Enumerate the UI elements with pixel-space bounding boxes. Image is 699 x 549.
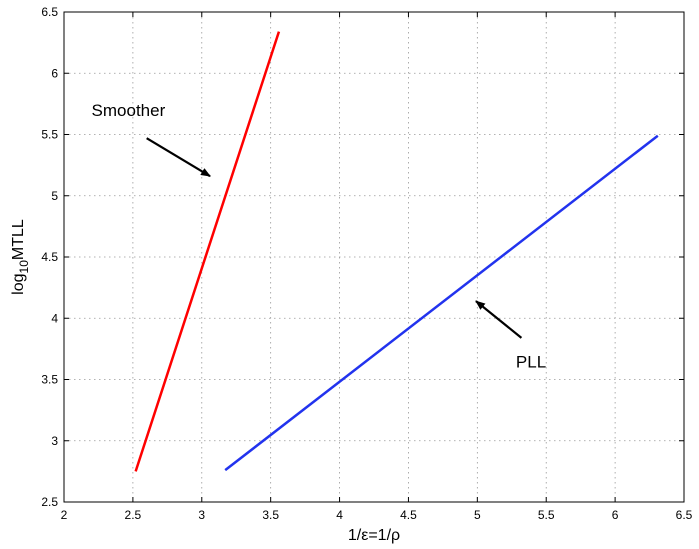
annotation-smoother-arrow [146,137,211,178]
annotations: Smoother PLL [92,101,547,371]
x-tick-label: 4 [336,508,343,522]
y-tick-label: 6.5 [41,5,58,19]
series-line-pll [224,134,659,472]
y-axis-label: log10MTLL [10,219,31,295]
series-line-smoother [134,31,281,472]
x-tick-label: 6.5 [676,508,693,522]
x-tick-label: 4.5 [400,508,417,522]
y-tick-label: 5.5 [41,128,58,142]
x-tick-label: 3 [198,508,205,522]
y-axis-label-main: log [10,273,27,294]
y-axis-label-rest: MTLL [10,219,27,260]
x-tick-label: 3.5 [262,508,279,522]
x-tick-label: 2.5 [125,508,142,522]
y-tick-label: 4 [51,311,58,325]
y-tick-label: 3 [51,434,58,448]
x-tick-label: 5 [474,508,481,522]
annotation-pll-arrow [475,300,523,339]
series [134,31,659,472]
x-axis-label: 1/ε=1/ρ [348,527,400,544]
y-tick-label: 3.5 [41,373,58,387]
annotation-pll-label: PLL [516,352,546,371]
annotation-smoother-label: Smoother [92,101,166,120]
x-tick-label: 6 [612,508,619,522]
x-tick-label: 2 [61,508,68,522]
y-tick-label: 2.5 [41,495,58,509]
grid [64,12,684,502]
x-tick-label: 5.5 [538,508,555,522]
y-axis-label-subscript: 10 [17,260,31,274]
y-tick-label: 5 [51,189,58,203]
ticks: 2 2.5 3 3.5 4 4.5 5 5.5 6 6.52.533.544.555.566.5 [41,5,692,522]
y-tick-label: 6 [51,66,58,80]
y-tick-label: 4.5 [41,250,58,264]
